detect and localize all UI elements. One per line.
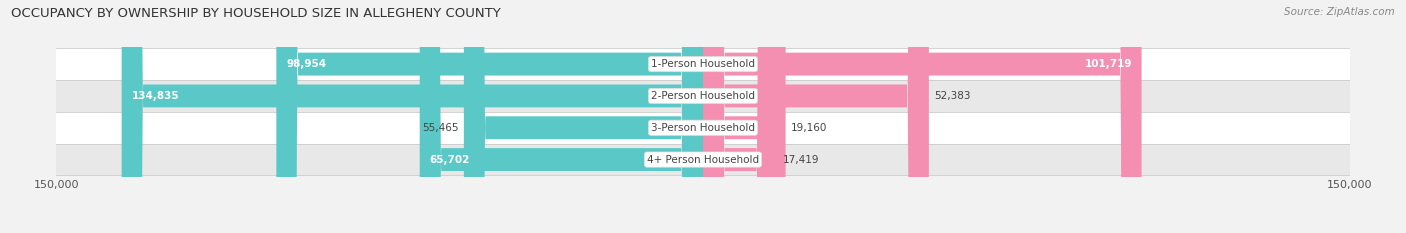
FancyBboxPatch shape xyxy=(703,0,786,233)
Text: 65,702: 65,702 xyxy=(429,154,470,164)
Bar xyxy=(56,144,1350,175)
Text: 4+ Person Household: 4+ Person Household xyxy=(647,154,759,164)
FancyBboxPatch shape xyxy=(277,0,703,233)
FancyBboxPatch shape xyxy=(703,0,778,233)
FancyBboxPatch shape xyxy=(703,0,929,233)
Text: 2-Person Household: 2-Person Household xyxy=(651,91,755,101)
FancyBboxPatch shape xyxy=(420,0,703,233)
Text: 17,419: 17,419 xyxy=(783,154,820,164)
Text: 101,719: 101,719 xyxy=(1084,59,1132,69)
Text: 55,465: 55,465 xyxy=(422,123,458,133)
Text: OCCUPANCY BY OWNERSHIP BY HOUSEHOLD SIZE IN ALLEGHENY COUNTY: OCCUPANCY BY OWNERSHIP BY HOUSEHOLD SIZE… xyxy=(11,7,501,20)
Text: 52,383: 52,383 xyxy=(934,91,970,101)
Text: 1-Person Household: 1-Person Household xyxy=(651,59,755,69)
FancyBboxPatch shape xyxy=(703,0,1142,233)
Text: 3-Person Household: 3-Person Household xyxy=(651,123,755,133)
Text: Source: ZipAtlas.com: Source: ZipAtlas.com xyxy=(1284,7,1395,17)
Bar xyxy=(56,80,1350,112)
FancyBboxPatch shape xyxy=(464,0,703,233)
Text: 19,160: 19,160 xyxy=(790,123,827,133)
Bar xyxy=(56,112,1350,144)
FancyBboxPatch shape xyxy=(122,0,703,233)
Bar xyxy=(56,48,1350,80)
Text: 134,835: 134,835 xyxy=(131,91,179,101)
Text: 98,954: 98,954 xyxy=(285,59,326,69)
